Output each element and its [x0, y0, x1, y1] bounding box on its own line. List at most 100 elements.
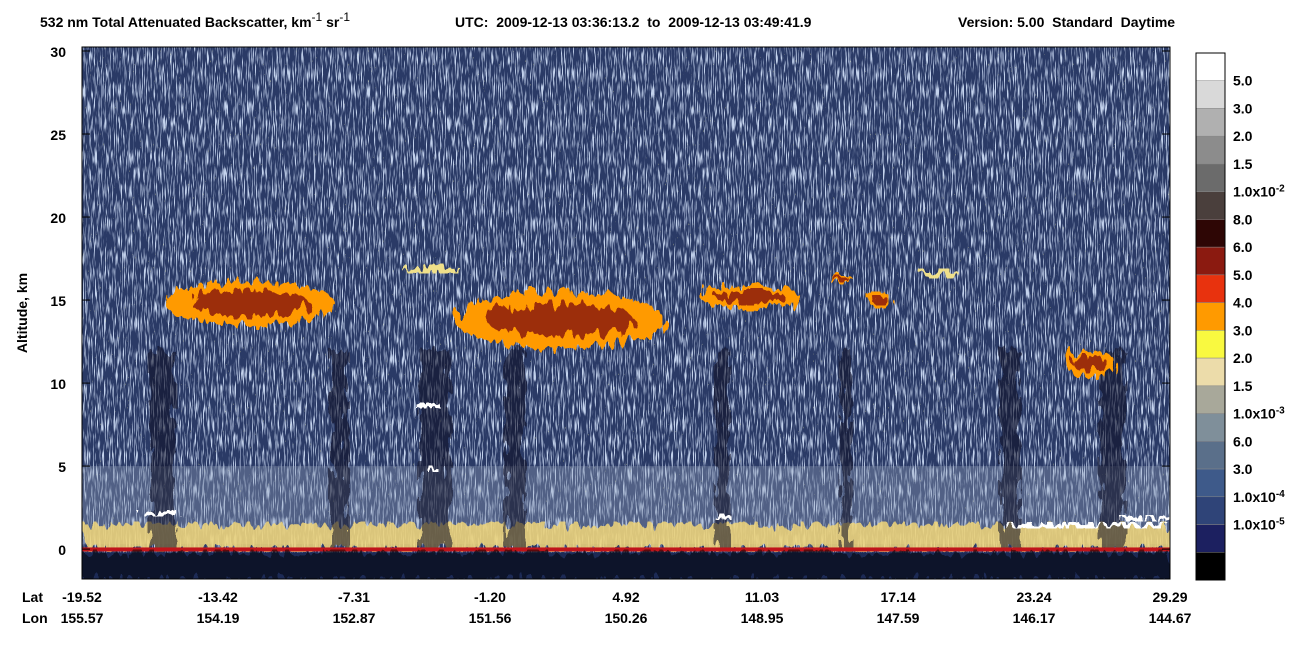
colorbar-label: 2.0 [1233, 128, 1253, 144]
colorbar-label: 1.0x10-4 [1233, 489, 1285, 505]
plot-frame [81, 46, 1171, 580]
lat-label: 11.03 [745, 589, 779, 605]
colorbar-label: 5.0 [1233, 267, 1253, 283]
colorbar-swatch [1195, 413, 1226, 442]
dark-column [150, 349, 175, 550]
colorbar-label-base: 1.0x10 [1233, 489, 1276, 505]
lon-label: 152.87 [333, 610, 376, 626]
cloud-inner [486, 303, 634, 337]
colorbar-swatch [1195, 108, 1226, 137]
colorbar-label-base: 1.0x10 [1233, 184, 1276, 200]
y-tick-label: 5 [58, 459, 66, 475]
cloud-outer [400, 264, 460, 273]
lat-title: Lat [22, 589, 43, 605]
cloud-inner [1072, 354, 1108, 372]
colorbar-label-exp: -5 [1276, 517, 1285, 528]
colorbar-swatch [1195, 385, 1226, 414]
colorbar-label: 1.0x10-5 [1233, 517, 1285, 533]
colorbar-label-exp: -4 [1276, 489, 1285, 500]
cloud-inner [190, 290, 310, 317]
colorbar-swatch [1195, 357, 1226, 387]
y-tick-label: 15 [50, 293, 66, 309]
utc-range: UTC: 2009-12-13 03:36:13.2 to 2009-12-13… [455, 14, 812, 30]
cloud-outer [920, 269, 960, 278]
colorbar-label-base: 1.0x10 [1233, 517, 1276, 533]
dark-column [840, 349, 852, 550]
colorbar-swatch [1195, 302, 1226, 331]
cloud-inner [715, 289, 785, 304]
colorbar-label: 1.5 [1233, 378, 1253, 394]
y-tick-label: 30 [50, 44, 66, 60]
colorbar-swatch [1195, 219, 1226, 248]
cloud-inner [871, 295, 889, 305]
lat-label: -13.42 [198, 589, 238, 605]
colorbar-swatch [1195, 135, 1226, 165]
colorbar-label: 8.0 [1233, 211, 1253, 227]
title-part: 532 nm Total Attenuated Backscatter, km [40, 14, 312, 30]
version-label: Version: 5.00 Standard Daytime [958, 14, 1175, 30]
colorbar-label: 6.0 [1233, 433, 1253, 449]
dark-column [330, 349, 348, 550]
lon-label: 150.26 [605, 610, 648, 626]
colorbar-label-exp: -2 [1276, 184, 1285, 195]
dark-column [1000, 349, 1020, 550]
y-tick-label: 20 [50, 210, 66, 226]
y-tick-label: 0 [58, 542, 66, 558]
lon-label: 148.95 [741, 610, 784, 626]
lon-label: 151.56 [469, 610, 512, 626]
heatmap [82, 47, 1170, 579]
y-tick-label: 10 [50, 376, 66, 392]
chart-title: 532 nm Total Attenuated Backscatter, km-… [40, 10, 350, 30]
colorbar-label: 1.0x10-3 [1233, 406, 1285, 422]
lat-label: -7.31 [338, 589, 370, 605]
colorbar-label: 4.0 [1233, 295, 1253, 311]
low-cloud-top [715, 514, 730, 520]
dark-column [505, 349, 525, 550]
colorbar-swatch [1195, 441, 1226, 470]
cloud-inner [831, 275, 849, 282]
dark-column [715, 349, 730, 550]
colorbar-swatch [1195, 80, 1226, 109]
colorbar-swatch [1195, 52, 1226, 81]
boundary-layer [82, 524, 1170, 550]
lon-label: 144.67 [1149, 610, 1192, 626]
lon-label: 147.59 [877, 610, 920, 626]
title-sup: -1 [312, 10, 323, 24]
low-cloud-top [415, 403, 440, 408]
colorbar-swatch [1195, 496, 1226, 525]
low-cloud-top [1120, 515, 1170, 521]
title-sup: -1 [339, 10, 350, 24]
surface-line [82, 547, 1170, 552]
colorbar-swatch [1195, 552, 1226, 581]
dark-column [420, 349, 450, 550]
colorbar-label-base: 1.0x10 [1233, 406, 1276, 422]
lat-label: 17.14 [880, 589, 915, 605]
lon-label: 155.57 [61, 610, 104, 626]
colorbar-label: 2.0 [1233, 350, 1253, 366]
low-cloud-top [425, 466, 437, 472]
colorbar-label: 1.0x10-2 [1233, 184, 1285, 200]
lon-label: 154.19 [197, 610, 240, 626]
y-tick-label: 25 [50, 127, 66, 143]
colorbar-swatch [1195, 524, 1226, 553]
colorbar-label: 5.0 [1233, 73, 1253, 89]
lat-label: 4.92 [612, 589, 639, 605]
colorbar-label: 1.5 [1233, 156, 1253, 172]
lat-label: -19.52 [62, 589, 102, 605]
colorbar-swatch [1195, 191, 1226, 220]
title-part: sr [322, 14, 340, 30]
colorbar-label: 3.0 [1233, 322, 1253, 338]
lat-label: 23.24 [1016, 589, 1051, 605]
low-cloud-top [1005, 522, 1170, 528]
colorbar-swatch [1195, 246, 1226, 276]
lon-title: Lon [22, 610, 48, 626]
colorbar-swatch [1195, 468, 1226, 498]
y-axis-label: Altitude, km [14, 273, 30, 353]
colorbar-label-exp: -3 [1276, 406, 1285, 417]
lat-label: -1.20 [474, 589, 506, 605]
colorbar-label: 6.0 [1233, 239, 1253, 255]
lon-label: 146.17 [1013, 610, 1056, 626]
colorbar-swatch [1195, 330, 1226, 359]
